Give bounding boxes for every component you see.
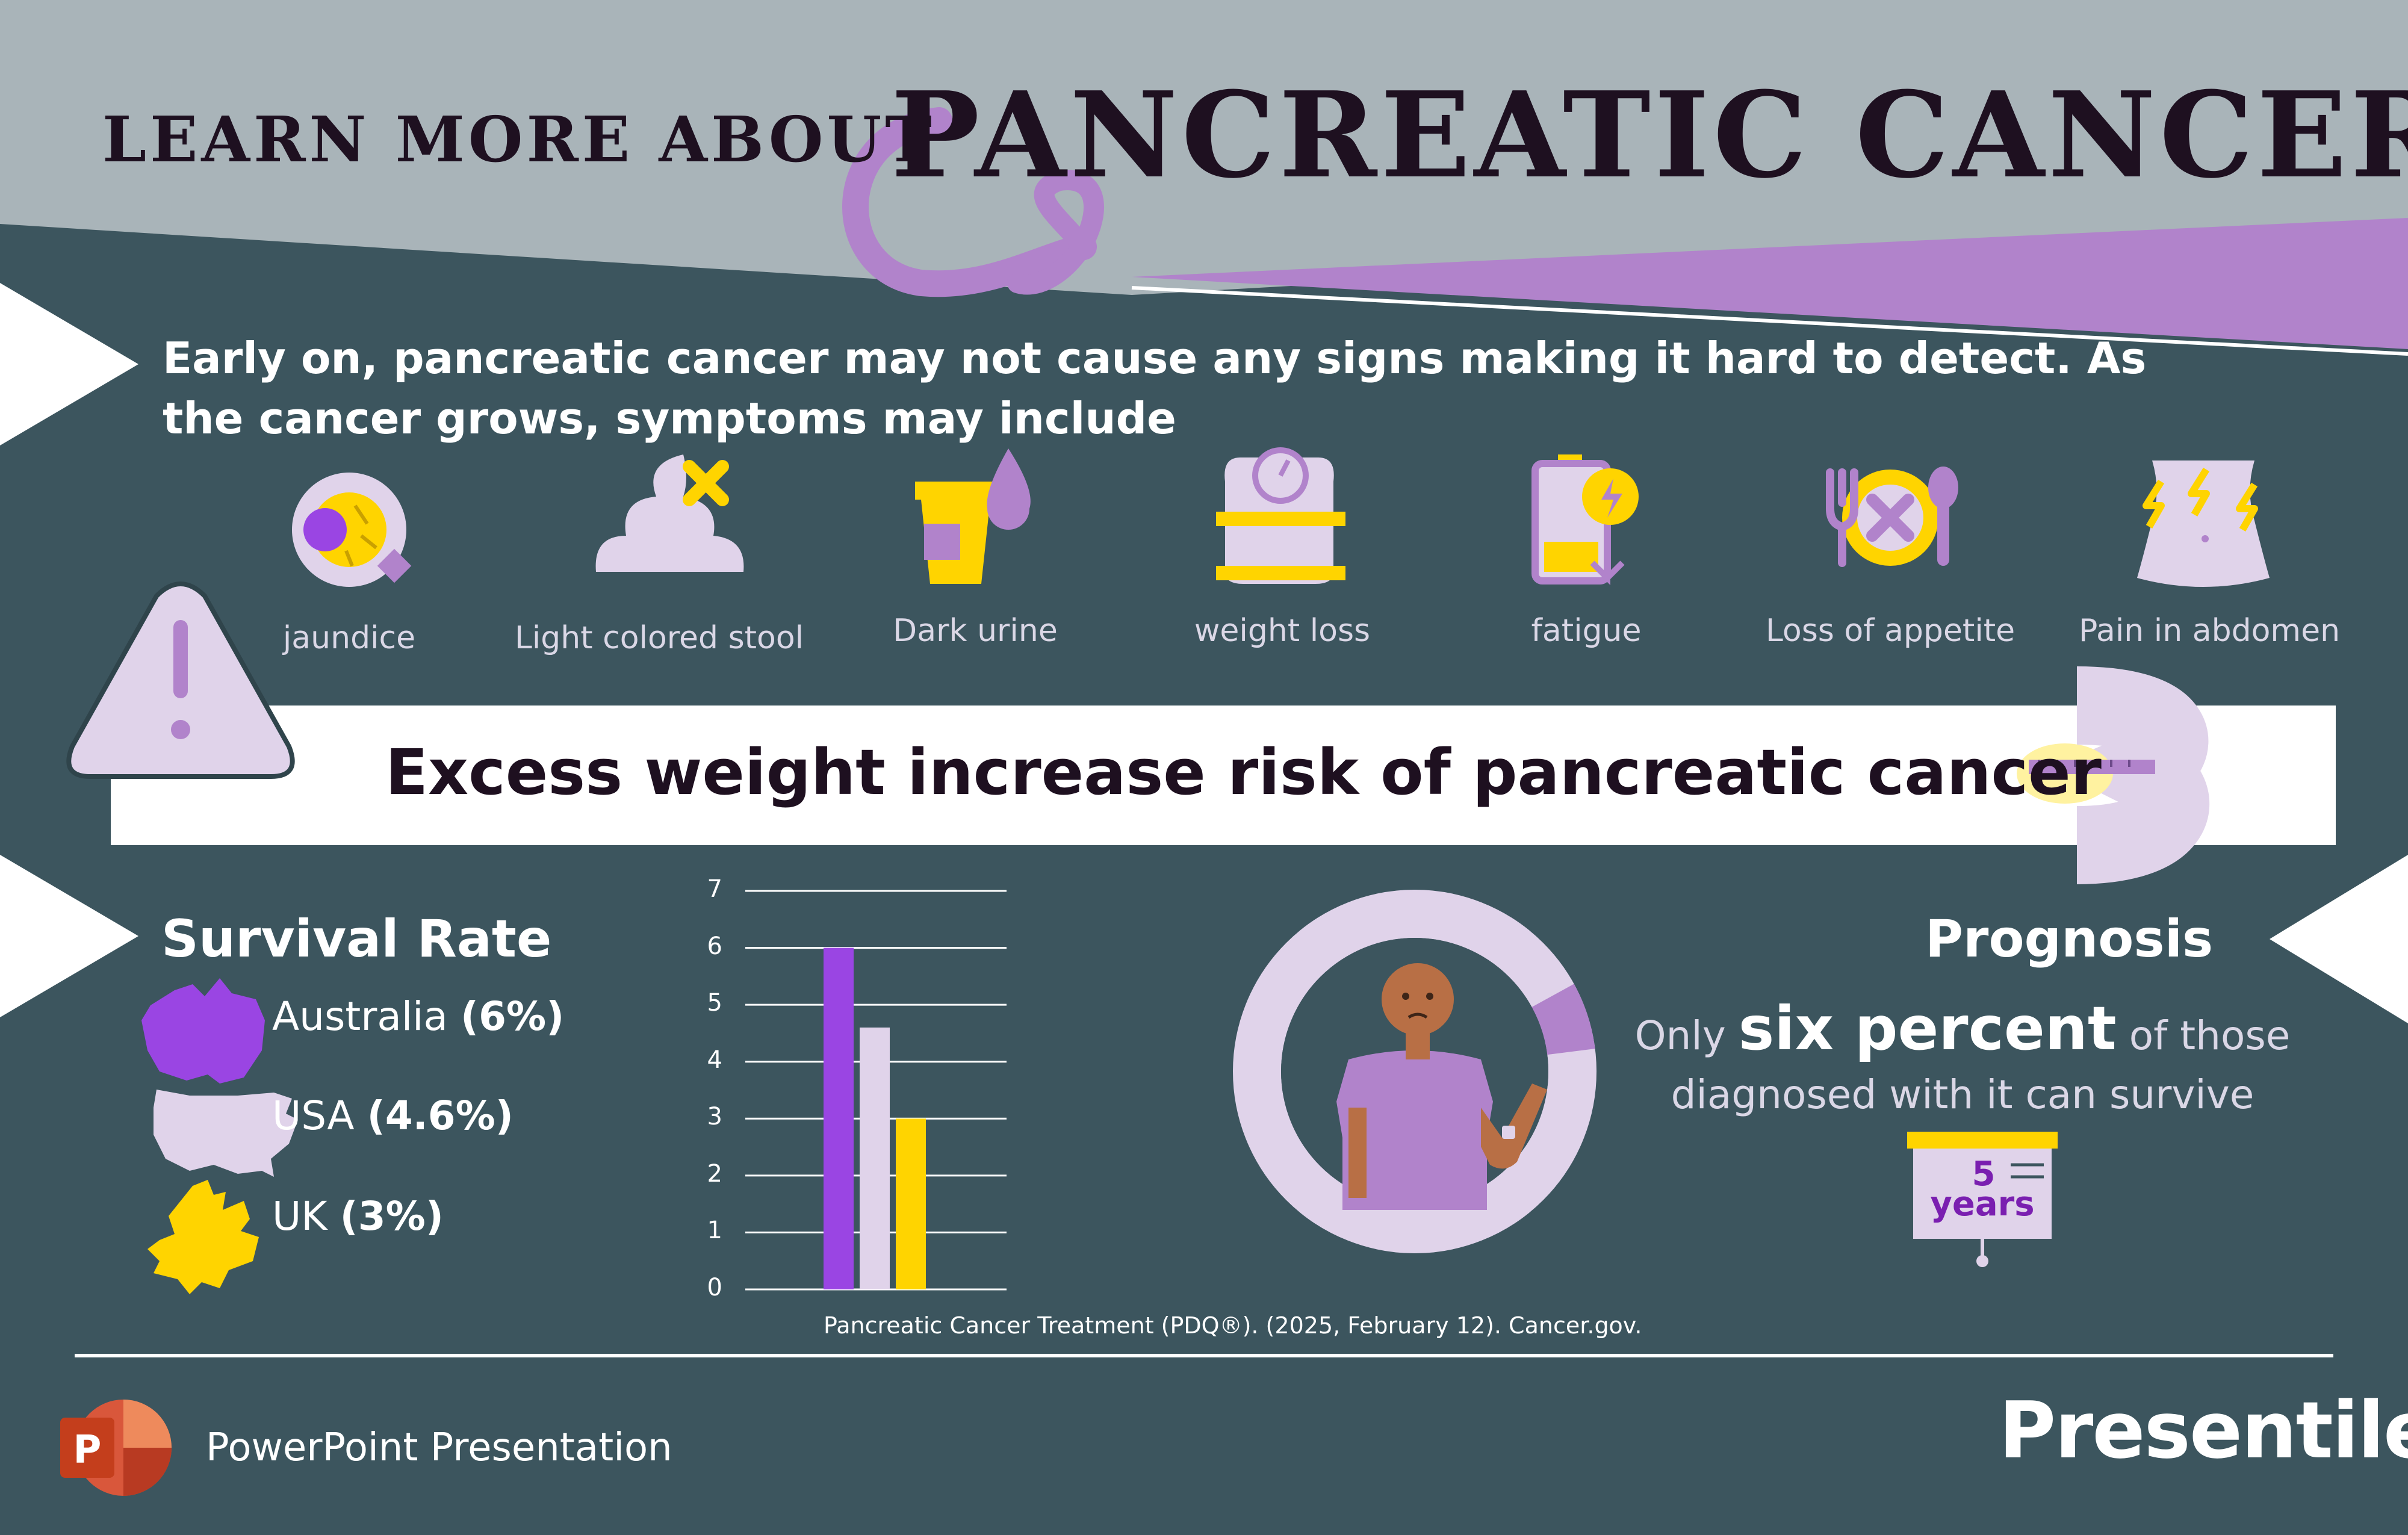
low-battery-icon (1531, 454, 1639, 586)
uk-map-icon (147, 1180, 259, 1294)
usa-map-icon (154, 1090, 298, 1177)
waist-measure-icon (2017, 666, 2209, 884)
australia-map-icon (141, 978, 265, 1084)
intro-text: Early on, pancreatic cancer may not caus… (163, 333, 2147, 444)
country-value: (4.6%) (367, 1093, 514, 1139)
five-years-board-icon (1907, 1132, 2058, 1267)
country-name: USA (272, 1093, 355, 1139)
y-tick-label: 2 (707, 1159, 722, 1188)
symptom-label-urine: Dark urine (893, 613, 1058, 649)
left-arrow-top (0, 283, 138, 445)
country-name: UK (272, 1193, 327, 1239)
prognosis-text-b: of those (2129, 1012, 2291, 1059)
powerpoint-icon-letter: P (73, 1428, 102, 1472)
weight-scale-icon (1216, 447, 1345, 584)
prognosis-text-a: Only (1634, 1012, 1726, 1059)
y-tick-label: 5 (707, 989, 722, 1017)
y-tick-label: 0 (707, 1274, 722, 1301)
y-tick-label: 1 (707, 1217, 722, 1245)
board-unit: years (1930, 1185, 2035, 1224)
jaundice-eye-icon (292, 473, 412, 587)
symptom-label-abdomen: Pain in abdomen (2078, 613, 2341, 649)
header-band (0, 0, 2408, 295)
patient-illustration (1336, 963, 1547, 1210)
banner-text: Excess weight increase risk of pancreati… (385, 736, 2102, 809)
country-usa: USA (4.6%) (272, 1093, 514, 1139)
y-tick-label: 4 (707, 1046, 722, 1074)
left-arrow-bottom (0, 855, 138, 1017)
symptom-label-weight-loss: weight loss (1194, 613, 1371, 649)
abdomen-pain-icon (2137, 460, 2270, 587)
banner-box (111, 705, 2336, 845)
white-stripe (1131, 286, 2408, 356)
symptom-label-stool: Light colored stool (514, 620, 804, 656)
country-australia: Australia (6%) (272, 993, 564, 1040)
ring-segment (1531, 984, 1595, 1056)
purple-ribbon-band (1132, 218, 2408, 349)
powerpoint-label: PowerPoint Presentation (206, 1425, 672, 1470)
title-prefix: LEARN MORE ABOUT (102, 102, 936, 176)
bar-australia (824, 947, 854, 1289)
warning-triangle-icon (66, 581, 295, 779)
urine-cup-icon (915, 448, 1031, 584)
symptom-label-jaundice: jaundice (282, 620, 416, 656)
country-value: (6%) (460, 993, 565, 1040)
y-tick-label: 7 (707, 875, 722, 903)
plate-cutlery-icon (1826, 467, 1958, 567)
prognosis-line-1: Only six percent of those (1625, 993, 2300, 1064)
country-uk: UK (3%) (272, 1193, 444, 1239)
awareness-ribbon-icon (842, 107, 1104, 297)
powerpoint-icon: P (60, 1400, 172, 1496)
country-value: (3%) (340, 1193, 444, 1239)
prognosis-heading: Prognosis (1925, 909, 2214, 969)
y-tick-label: 6 (707, 932, 722, 960)
page-title: PANCREATIC CANCER (891, 66, 2408, 205)
country-name: Australia (272, 993, 448, 1040)
symptom-label-fatigue: fatigue (1531, 613, 1642, 649)
y-tick-label: 3 (707, 1103, 722, 1131)
brand-logo: Presentile (1999, 1385, 2408, 1476)
survival-heading: Survival Rate (161, 909, 552, 969)
prognosis-emphasis: six percent (1738, 993, 2117, 1064)
stool-icon (595, 454, 744, 572)
survival-bar-chart (745, 890, 1007, 1291)
right-arrow (2270, 855, 2408, 1023)
prognosis-line-2: diagnosed with it can survive (1671, 1071, 2254, 1118)
bar-usa (860, 1027, 890, 1289)
symptom-label-appetite: Loss of appetite (1765, 613, 2015, 649)
bar-uk (896, 1118, 926, 1289)
chart-source: Pancreatic Cancer Treatment (PDQ®). (202… (824, 1312, 1642, 1339)
board-number: 5 (1972, 1155, 1996, 1194)
